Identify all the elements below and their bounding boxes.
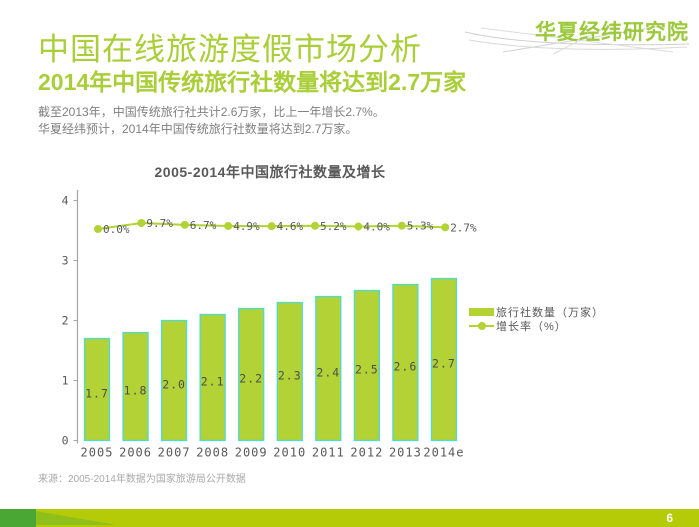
bar-2012 — [353, 289, 381, 442]
x-axis-label: 2013 — [389, 446, 422, 460]
x-axis-label: 2008 — [196, 446, 229, 460]
growth-point-label: 0.0% — [103, 223, 130, 236]
x-axis-label: 2009 — [235, 446, 268, 460]
growth-point — [397, 221, 406, 230]
growth-point — [94, 225, 102, 233]
page-subtitle: 2014年中国传统旅行社数量将达到2.7万家 — [38, 69, 467, 95]
y-tick-label: 0 — [62, 434, 69, 448]
x-axis-label: 2010 — [273, 446, 306, 460]
bar-value-label: 2.1 — [201, 375, 225, 389]
growth-point — [180, 220, 189, 229]
x-axis-label: 2011 — [312, 446, 345, 460]
line-series-marker-icon — [469, 321, 494, 330]
logo: 华夏经纬研究院 — [463, 8, 693, 56]
growth-point — [137, 218, 146, 227]
bar-value-label: 2.5 — [355, 363, 379, 377]
x-axis-label: 2007 — [158, 446, 191, 460]
summary-line-2: 华夏经纬预计，2014年中国传统旅行社数量将达到2.7万家。 — [38, 122, 358, 136]
bar-2013 — [392, 283, 419, 442]
bar-value-label: 2.2 — [239, 372, 263, 386]
bar-value-label: 2.7 — [432, 357, 456, 371]
growth-point-label: 2.7% — [450, 221, 477, 234]
bottom-bar-accent-block — [0, 509, 36, 527]
bar-2008 — [199, 313, 226, 442]
bar-value-label: 1.8 — [124, 384, 148, 398]
growth-point — [224, 221, 233, 230]
source-note: 来源：2005-2014年数据为国家旅游局公开数据 — [38, 474, 246, 485]
y-tick-label: 3 — [62, 254, 69, 268]
bar-series-swatch — [469, 307, 494, 316]
page-title: 中国在线旅游度假市场分析 — [38, 32, 422, 67]
bar-2010 — [276, 301, 303, 442]
bar-2007 — [160, 319, 188, 442]
growth-point — [267, 222, 276, 231]
growth-point-label: 5.2% — [320, 220, 347, 233]
summary-text: 截至2013年，中国传统旅行社共计2.6万家，比上一年增长2.7%。 华夏经纬预… — [38, 104, 385, 138]
legend-item-bars: 旅行社数量（万家） — [469, 305, 604, 319]
line-series-label: 增长率（%） — [496, 320, 567, 333]
bar-2011 — [315, 295, 342, 442]
bar-value-label: 1.7 — [85, 387, 109, 401]
x-axis-label: 2005 — [81, 446, 114, 460]
bar-value-label: 2.0 — [162, 378, 186, 392]
bar-2009 — [238, 307, 265, 442]
growth-point — [441, 223, 450, 232]
summary-line-1: 截至2013年，中国传统旅行社共计2.6万家，比上一年增长2.7%。 — [38, 105, 385, 119]
x-axis-label: 2012 — [350, 446, 383, 460]
bottom-bar-accent-triangle — [36, 511, 116, 525]
growth-point — [311, 221, 319, 230]
growth-point-label: 5.3% — [407, 220, 434, 233]
growth-point-label: 4.0% — [363, 221, 390, 234]
bar-2006 — [122, 331, 149, 442]
y-tick-label: 1 — [62, 374, 69, 388]
growth-point-label: 6.7% — [190, 219, 217, 232]
growth-point-label: 9.7% — [146, 217, 173, 230]
bar-2014e — [430, 277, 458, 442]
logo-swoosh-graphic — [464, 23, 690, 55]
x-axis-label: 2006 — [119, 446, 152, 460]
chart-legend: 旅行社数量（万家） 增长率（%） — [469, 305, 604, 333]
legend-item-line: 增长率（%） — [469, 319, 604, 333]
growth-point-label: 4.9% — [233, 220, 260, 233]
bar-value-label: 2.3 — [278, 369, 302, 383]
bottom-bar: 6 — [0, 509, 699, 527]
bar-2005 — [83, 337, 111, 442]
growth-point — [354, 222, 363, 231]
bar-series-label: 旅行社数量（万家） — [496, 306, 604, 319]
chart-title: 2005-2014年中国旅行社数量及增长 — [154, 164, 386, 180]
growth-point-label: 4.6% — [277, 220, 304, 233]
x-axis-label: 2014e — [423, 446, 464, 460]
y-tick-label: 2 — [62, 314, 69, 328]
bar-value-label: 2.6 — [394, 360, 418, 374]
page-number: 6 — [666, 511, 673, 525]
y-tick-label: 4 — [62, 194, 69, 208]
bar-value-label: 2.4 — [316, 366, 340, 380]
logo-title: 华夏经纬研究院 — [535, 21, 689, 44]
